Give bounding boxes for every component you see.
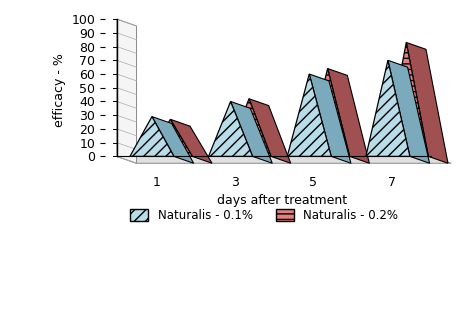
Polygon shape [309,74,351,163]
Polygon shape [227,99,271,156]
Polygon shape [117,19,137,163]
Polygon shape [406,42,448,163]
Legend: Naturalis - 0.1%, Naturalis - 0.2%: Naturalis - 0.1%, Naturalis - 0.2% [126,204,403,227]
Polygon shape [384,42,428,156]
Polygon shape [152,117,194,163]
X-axis label: days after treatment: days after treatment [217,194,347,207]
Polygon shape [388,60,429,163]
Polygon shape [117,156,451,163]
Polygon shape [170,119,212,163]
Polygon shape [287,74,331,156]
Polygon shape [249,99,291,163]
Polygon shape [148,119,192,156]
Y-axis label: efficacy - %: efficacy - % [53,54,66,127]
Polygon shape [130,117,174,156]
Polygon shape [230,101,272,163]
Polygon shape [209,101,253,156]
Polygon shape [306,69,350,156]
Polygon shape [366,60,410,156]
Polygon shape [328,69,369,163]
